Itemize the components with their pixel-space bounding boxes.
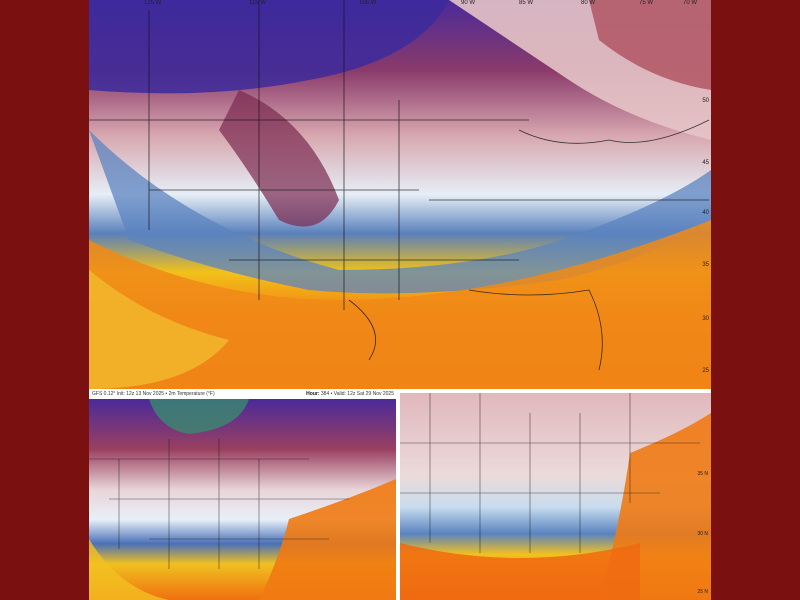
lat-label: 30 N	[697, 531, 708, 537]
lat-label: 40	[702, 210, 709, 216]
lon-label: 80 W	[581, 0, 596, 6]
valid-time-info: Hour: 384 • Valid: 12z Sat 29 Nov 2025	[306, 391, 394, 397]
model-run-info: GFS 0.12° Init: 12z 13 Nov 2025 • 2m Tem…	[92, 391, 215, 397]
lat-label: 25 N	[697, 589, 708, 595]
lat-label: 50	[702, 98, 709, 104]
forecast-caption-bar: GFS 0.12° Init: 12z 13 Nov 2025 • 2m Tem…	[89, 389, 397, 399]
lat-label: 30	[702, 316, 709, 322]
lon-label: 105 W	[359, 0, 377, 6]
lon-label: 85 W	[519, 0, 534, 6]
panel-divider	[396, 389, 400, 600]
panel-divider	[396, 389, 711, 393]
lat-label: 25	[702, 368, 709, 374]
lon-label: 115 W	[249, 0, 266, 6]
inset-map-southeast: 35 N 30 N 25 N	[400, 393, 711, 600]
lon-label: 75 W	[639, 0, 654, 6]
lat-label: 35 N	[697, 471, 708, 477]
lon-label: 70 W	[683, 0, 698, 6]
lat-label: 45	[702, 160, 709, 166]
lon-label: 125 W	[144, 0, 162, 6]
main-temperature-map: 125 W 115 W 105 W 90 W 85 W 80 W 75 W 70…	[89, 0, 711, 389]
inset-map-conus	[89, 399, 396, 600]
lat-label: 35	[702, 262, 709, 268]
lon-label: 90 W	[461, 0, 476, 6]
